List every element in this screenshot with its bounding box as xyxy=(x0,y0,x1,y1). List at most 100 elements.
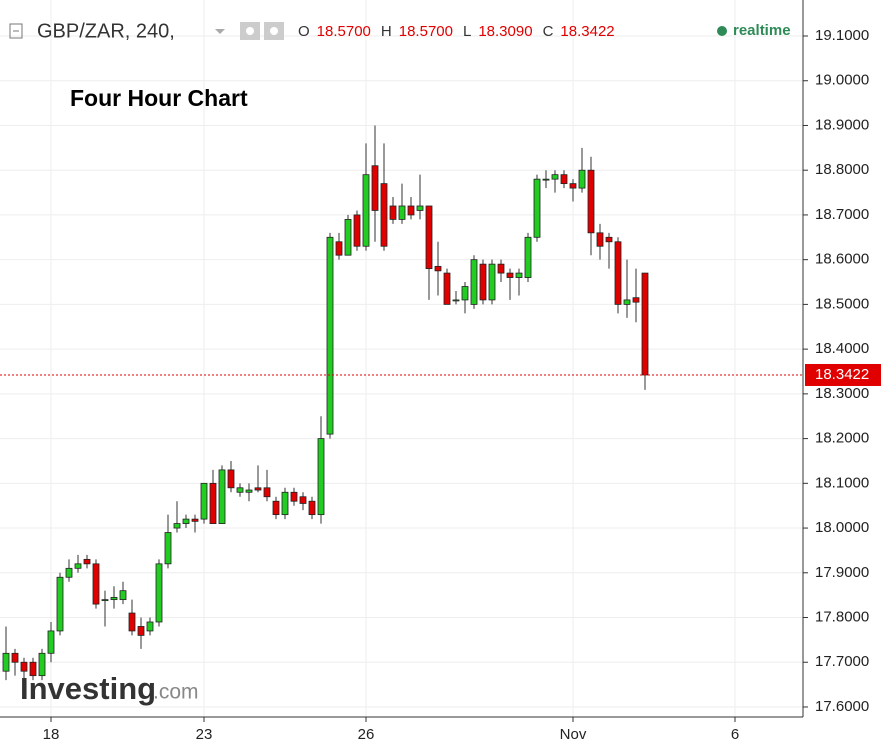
y-tick-label: 18.0000 xyxy=(815,519,869,536)
candle-body xyxy=(47,630,55,654)
candle-body xyxy=(407,205,415,216)
ohlc-value: 18.5700 xyxy=(399,23,453,40)
candle-body xyxy=(182,518,190,524)
y-tick-label: 18.7000 xyxy=(815,206,869,223)
candle-body xyxy=(209,482,217,524)
candle-body xyxy=(29,661,37,677)
candle-body xyxy=(452,299,460,302)
candle-body xyxy=(200,482,208,520)
ohlc-label: O xyxy=(298,23,310,40)
last-price-box xyxy=(805,363,881,386)
y-tick-label: 18.3000 xyxy=(815,385,869,402)
grid xyxy=(0,0,808,722)
y-tick-label: 18.8000 xyxy=(815,161,869,178)
candle-body xyxy=(218,469,226,524)
collapse-icon[interactable] xyxy=(9,23,23,39)
candle-body xyxy=(362,174,370,247)
candle-body xyxy=(236,487,244,493)
y-tick-label: 18.9000 xyxy=(815,116,869,133)
candle-body xyxy=(506,272,514,278)
status: realtime xyxy=(733,22,791,39)
watermark: Investing xyxy=(20,671,156,706)
status-dot xyxy=(717,26,727,36)
candle-body xyxy=(488,263,496,301)
candle-body xyxy=(308,500,316,516)
ohlc-value: 18.5700 xyxy=(317,23,371,40)
candle-body xyxy=(245,489,253,493)
candle-body xyxy=(137,626,145,636)
y-tick-label: 17.7000 xyxy=(815,653,869,670)
candle-body xyxy=(65,567,73,578)
candle-body xyxy=(20,661,28,672)
candle-body xyxy=(146,621,154,632)
candle-body xyxy=(371,165,379,211)
y-tick-label: 18.6000 xyxy=(815,251,869,268)
candle-body xyxy=(641,272,649,376)
x-tick-label: 23 xyxy=(196,726,213,743)
candle-body xyxy=(119,590,127,601)
candle-body xyxy=(335,241,343,256)
x-tick-label: 6 xyxy=(731,726,739,743)
x-tick-label: 18 xyxy=(43,726,60,743)
symbol-title: GBP/ZAR, 240, xyxy=(37,20,175,42)
candle-body xyxy=(398,205,406,220)
candle-body xyxy=(227,469,235,489)
candle-body xyxy=(344,219,352,256)
candle-body xyxy=(515,272,523,278)
y-tick-label: 17.9000 xyxy=(815,564,869,581)
candle-body xyxy=(353,214,361,247)
candle-body xyxy=(101,599,109,602)
candle-body xyxy=(164,532,172,565)
candle-body xyxy=(389,205,397,220)
candle-body xyxy=(560,174,568,185)
candle-body xyxy=(155,563,163,623)
candle-body xyxy=(623,299,631,305)
x-tick-label: Nov xyxy=(560,726,587,743)
ohlc-value: 18.3090 xyxy=(478,23,532,40)
candle-body xyxy=(380,183,388,247)
y-tick-label: 19.0000 xyxy=(815,72,869,89)
candle-body xyxy=(191,518,199,522)
candle-body xyxy=(11,652,19,663)
dropdown-icon[interactable] xyxy=(215,29,225,34)
candle-body xyxy=(614,241,622,305)
y-tick-label: 19.1000 xyxy=(815,27,869,44)
y-tick-label: 18.2000 xyxy=(815,430,869,447)
candle-body xyxy=(281,491,289,516)
candle-body xyxy=(632,297,640,303)
candle-body xyxy=(83,558,91,565)
candle-body xyxy=(326,236,334,435)
y-tick-label: 18.4000 xyxy=(815,340,869,357)
candle-body xyxy=(443,272,451,305)
candle-body xyxy=(596,232,604,247)
candle-body xyxy=(173,523,181,529)
candle-body xyxy=(272,500,280,516)
candle-body xyxy=(299,496,307,504)
candle-body xyxy=(461,286,469,301)
candle-body xyxy=(542,178,550,181)
y-tick-label: 17.6000 xyxy=(815,698,869,715)
y-tick-label: 18.1000 xyxy=(815,474,869,491)
candle-body xyxy=(425,205,433,270)
y-tick-label: 18.5000 xyxy=(815,295,869,312)
candle-body xyxy=(128,612,136,632)
ohlc-label: H xyxy=(381,23,392,40)
watermark-suffix: .com xyxy=(153,681,199,704)
candles xyxy=(2,125,649,681)
candle-body xyxy=(74,563,82,569)
candle-body xyxy=(434,265,442,272)
candle-body xyxy=(290,491,298,502)
candle-body xyxy=(533,178,541,238)
candle-body xyxy=(263,487,271,498)
candle-body xyxy=(569,183,577,189)
candle-body xyxy=(416,205,424,211)
candle-body xyxy=(605,236,613,243)
candle-body xyxy=(317,438,325,516)
settings-icon-dot xyxy=(246,27,254,35)
candle-body xyxy=(479,263,487,301)
candle-body xyxy=(56,576,64,632)
ohlc-value: 18.3422 xyxy=(560,23,614,40)
candle-body xyxy=(254,487,262,491)
